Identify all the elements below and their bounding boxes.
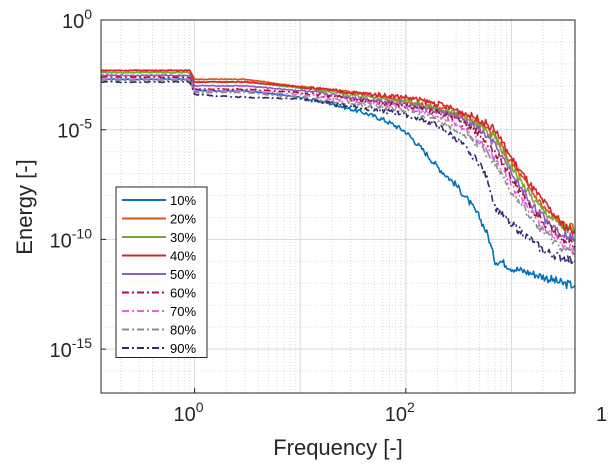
legend-label: 20% bbox=[170, 212, 196, 227]
y-tick-label: 10-5 bbox=[57, 116, 92, 143]
y-tick-label: 10-15 bbox=[50, 335, 93, 362]
legend-label: 60% bbox=[170, 286, 196, 301]
series-line-6 bbox=[100, 75, 576, 251]
legend-label: 50% bbox=[170, 267, 196, 282]
x-tick-label: 100 bbox=[174, 399, 204, 426]
legend-label: 80% bbox=[170, 323, 196, 338]
legend-box bbox=[115, 186, 208, 358]
y-tick-label: 100 bbox=[62, 6, 92, 33]
y-axis-title: Energy [-] bbox=[12, 159, 37, 254]
legend: 10% 20% 30% 40% 50% 60% 70% 80% 90% bbox=[115, 186, 208, 358]
series-layer bbox=[100, 69, 576, 290]
legend-label: 30% bbox=[170, 230, 196, 245]
x-tick-label: 104 bbox=[596, 399, 608, 426]
ticks: 100 102 104 100 10-5 10-10 10-15 bbox=[50, 6, 608, 426]
legend-label: 90% bbox=[170, 341, 196, 356]
legend-label: 70% bbox=[170, 304, 196, 319]
legend-label: 40% bbox=[170, 249, 196, 264]
series-line-4 bbox=[100, 69, 576, 236]
series-line-9 bbox=[100, 80, 576, 265]
series-line-8 bbox=[100, 78, 576, 256]
series-line-7 bbox=[100, 77, 576, 255]
x-axis-title: Frequency [-] bbox=[273, 435, 403, 460]
legend-label: 10% bbox=[170, 193, 196, 208]
plot-frame bbox=[100, 19, 576, 394]
series-line-1 bbox=[101, 77, 576, 290]
y-tick-label: 10-10 bbox=[50, 225, 93, 252]
x-tick-label: 102 bbox=[385, 399, 415, 426]
